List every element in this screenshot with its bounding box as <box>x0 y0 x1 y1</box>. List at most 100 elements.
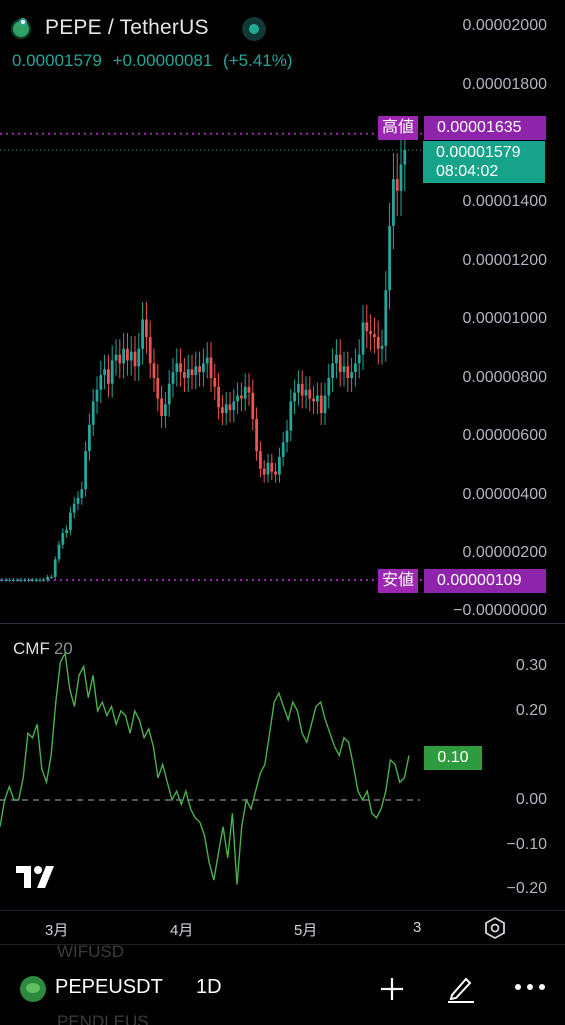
price-change: +0.00000081 <box>112 51 213 70</box>
price-chart[interactable] <box>0 0 430 625</box>
candle-body <box>255 418 258 452</box>
candle-body <box>167 383 171 405</box>
candle-body <box>23 579 27 581</box>
candle-body <box>346 366 350 378</box>
candle-body <box>31 579 34 581</box>
candle-body <box>12 579 15 581</box>
last-price: 0.00001579 <box>12 51 102 70</box>
candle-body <box>274 471 277 475</box>
candle-body <box>110 360 114 384</box>
price-axis-label: 0.00000400 <box>462 486 547 503</box>
time-axis-label: 4月 <box>170 922 194 939</box>
candle-body <box>91 401 95 425</box>
candle-body <box>8 579 11 581</box>
candle-body <box>350 372 353 378</box>
candle-body <box>186 369 190 378</box>
candle-body <box>266 462 270 475</box>
candle-body <box>338 354 342 373</box>
candle-body <box>369 331 372 335</box>
candle-body <box>84 451 87 490</box>
candle-body <box>205 357 209 364</box>
candle-body <box>236 395 239 402</box>
price-axis-label: 0.00002000 <box>462 17 547 34</box>
current-price: 0.00001579 <box>436 144 521 161</box>
candle-body <box>42 579 46 581</box>
candle-body <box>259 451 262 469</box>
candle-body <box>15 579 19 581</box>
high-label: 高値 <box>378 116 419 140</box>
candle-body <box>65 530 68 534</box>
candle-body <box>380 345 384 349</box>
cmf-indicator-label[interactable]: CMF 20 <box>13 639 73 659</box>
candle-body <box>384 290 388 346</box>
candle-body <box>209 357 213 378</box>
candle-body <box>376 337 380 349</box>
candle-body <box>221 407 224 414</box>
candle-body <box>95 389 99 402</box>
cmf-axis-label: −0.10 <box>506 836 547 853</box>
price-axis-label: −0.00000000 <box>453 602 547 619</box>
price-quote: 0.00001579 +0.00000081 (+5.41%) <box>12 51 299 71</box>
candle-body <box>247 386 251 393</box>
add-icon[interactable] <box>378 975 406 1003</box>
current-price-tag: 0.00001579 08:04:02 <box>423 141 545 183</box>
candle-body <box>156 378 160 399</box>
pane-separator[interactable] <box>0 623 565 624</box>
interval-selector[interactable]: 1D <box>196 976 222 998</box>
price-axis-label: 0.00001800 <box>462 76 547 93</box>
candle-body <box>228 404 232 411</box>
candle-body <box>171 372 175 384</box>
candle-body <box>388 225 391 291</box>
candle-body <box>342 366 346 373</box>
candle-body <box>293 392 296 402</box>
candle-body <box>152 363 156 378</box>
cmf-name: CMF <box>13 639 50 658</box>
candle-body <box>27 579 30 581</box>
candle-body <box>107 369 110 384</box>
cmf-axis-label: 0.20 <box>515 702 547 719</box>
candle-body <box>270 462 274 472</box>
drawing-tools-icon[interactable] <box>444 971 478 1005</box>
candle-body <box>285 430 289 443</box>
candle-body <box>160 398 163 417</box>
price-axis-label: 0.00000800 <box>462 369 547 386</box>
candle-body <box>278 456 281 475</box>
candle-body <box>141 319 144 349</box>
candle-body <box>319 395 323 414</box>
candle-body <box>179 363 182 373</box>
cmf-chart[interactable] <box>0 624 430 914</box>
tradingview-logo-icon[interactable] <box>16 864 62 890</box>
price-axis-label: 0.00001200 <box>462 252 547 269</box>
cmf-axis-label: 0.00 <box>515 791 547 808</box>
candle-body <box>403 149 407 165</box>
candle-body <box>46 576 49 580</box>
price-axis-label: 0.00000200 <box>462 544 547 561</box>
candle-body <box>331 363 334 378</box>
candle-body <box>148 337 152 364</box>
candle-body <box>72 503 76 513</box>
cmf-value-tag: 0.10 <box>424 746 482 770</box>
candle-body <box>354 363 357 373</box>
cmf-line <box>0 650 410 885</box>
candle-body <box>50 576 53 578</box>
candle-body <box>99 375 103 390</box>
candle-body <box>88 424 91 452</box>
symbol-avatar-icon <box>20 976 46 1002</box>
candle-body <box>114 354 118 361</box>
candle-body <box>145 319 148 338</box>
candle-body <box>133 351 137 367</box>
candle-body <box>202 363 205 373</box>
candle-body <box>217 386 220 408</box>
candle-body <box>316 395 319 402</box>
chart-settings-icon[interactable] <box>483 916 507 940</box>
candle-body <box>129 351 133 361</box>
candle-body <box>126 348 129 361</box>
symbol-title[interactable]: PEPE / TetherUS <box>45 16 209 39</box>
candle-body <box>118 354 122 364</box>
symbol-selector[interactable]: PEPEUSDT <box>55 976 163 998</box>
candle-body <box>4 579 8 581</box>
more-options-icon[interactable] <box>513 982 547 992</box>
candle-body <box>103 369 106 376</box>
price-change-percent: (+5.41%) <box>223 51 293 70</box>
candle-body <box>289 401 293 431</box>
